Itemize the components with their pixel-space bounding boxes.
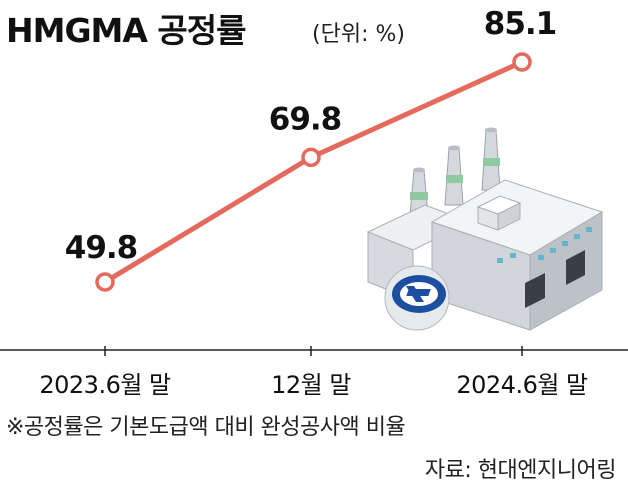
- chart-title: HMGMA 공정률: [6, 11, 246, 50]
- data-point-1: [301, 147, 321, 168]
- windows: [497, 227, 592, 263]
- data-point-2: [512, 52, 532, 72]
- hyundai-logo: [384, 265, 450, 331]
- smokestack-icon: [409, 127, 501, 216]
- data-label-1: 69.8: [269, 101, 342, 137]
- x-axis: [0, 346, 628, 356]
- x-tick-label-0: 2023.6월 말: [39, 371, 171, 399]
- data-points: [95, 52, 532, 292]
- factory-illustration: [366, 127, 604, 331]
- unit-label: (단위: %): [312, 22, 405, 47]
- source-note: 자료: 현대엔지니어링: [424, 458, 617, 483]
- data-point-0: [95, 272, 115, 292]
- footnote: ※공정률은 기본도급액 대비 완성공사액 비율: [6, 415, 406, 440]
- x-tick-label-2: 2024.6월 말: [456, 371, 588, 399]
- x-tick-label-1: 12월 말: [271, 371, 351, 399]
- data-label-0: 49.8: [65, 230, 138, 266]
- data-label-2: 85.1: [484, 6, 557, 42]
- x-tick-labels: 2023.6월 말 12월 말 2024.6월 말: [39, 371, 588, 399]
- data-labels: 49.8 69.8 85.1: [65, 6, 558, 266]
